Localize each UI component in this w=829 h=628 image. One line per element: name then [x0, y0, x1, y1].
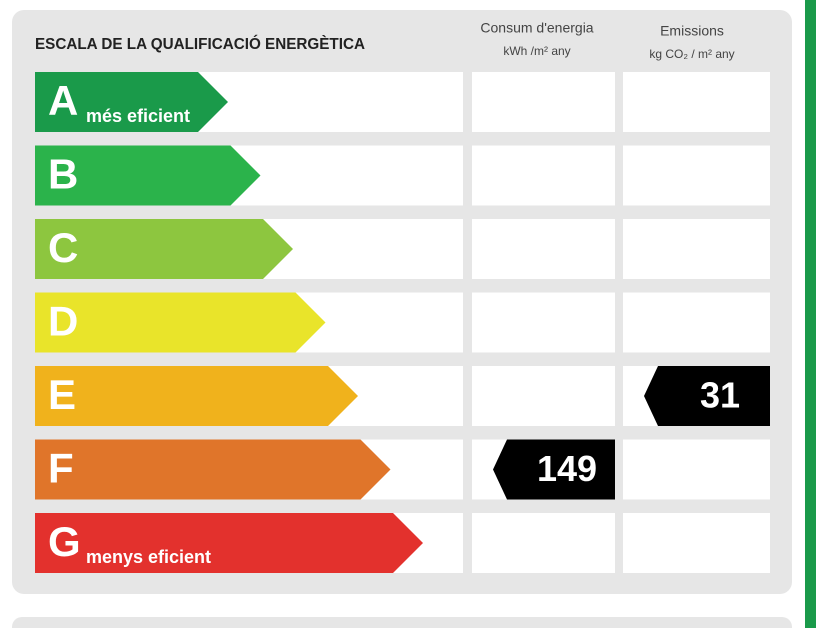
class-letter: A [48, 77, 78, 124]
class-letter: G [48, 518, 81, 565]
side-bar [805, 0, 816, 628]
cell [472, 366, 615, 426]
class-arrow [35, 219, 293, 279]
cell [623, 513, 770, 573]
cell [623, 439, 770, 500]
panel-bottom [12, 617, 792, 628]
class-arrow [35, 145, 261, 206]
cell [472, 72, 615, 132]
rating-arrow [644, 366, 770, 426]
rating-arrow [493, 439, 615, 500]
class-letter: C [48, 224, 78, 271]
cell [623, 292, 770, 353]
cell [472, 219, 615, 279]
column-unit: kWh /m² any [503, 44, 570, 58]
column-title: Consum d'energia [480, 20, 593, 36]
class-label: més eficient [86, 106, 190, 126]
class-arrow [35, 292, 326, 353]
cell [472, 145, 615, 206]
rating-value: 149 [537, 448, 597, 489]
cell [472, 513, 615, 573]
cell [623, 72, 770, 132]
cell [623, 145, 770, 206]
column-title: Emissions [660, 23, 724, 39]
class-letter: F [48, 445, 74, 492]
cell [623, 219, 770, 279]
rating-value: 31 [700, 375, 740, 416]
column-unit: kg CO₂ / m² any [649, 47, 734, 61]
title: ESCALA DE LA QUALIFICACIÓ ENERGÈTICA [35, 34, 365, 53]
class-arrow [35, 72, 228, 132]
class-letter: D [48, 298, 78, 345]
class-label: menys eficient [86, 547, 211, 567]
class-letter: B [48, 151, 78, 198]
class-arrow [35, 366, 358, 426]
cell [472, 292, 615, 353]
class-arrow [35, 439, 391, 500]
class-letter: E [48, 371, 76, 418]
class-arrow [35, 513, 423, 573]
